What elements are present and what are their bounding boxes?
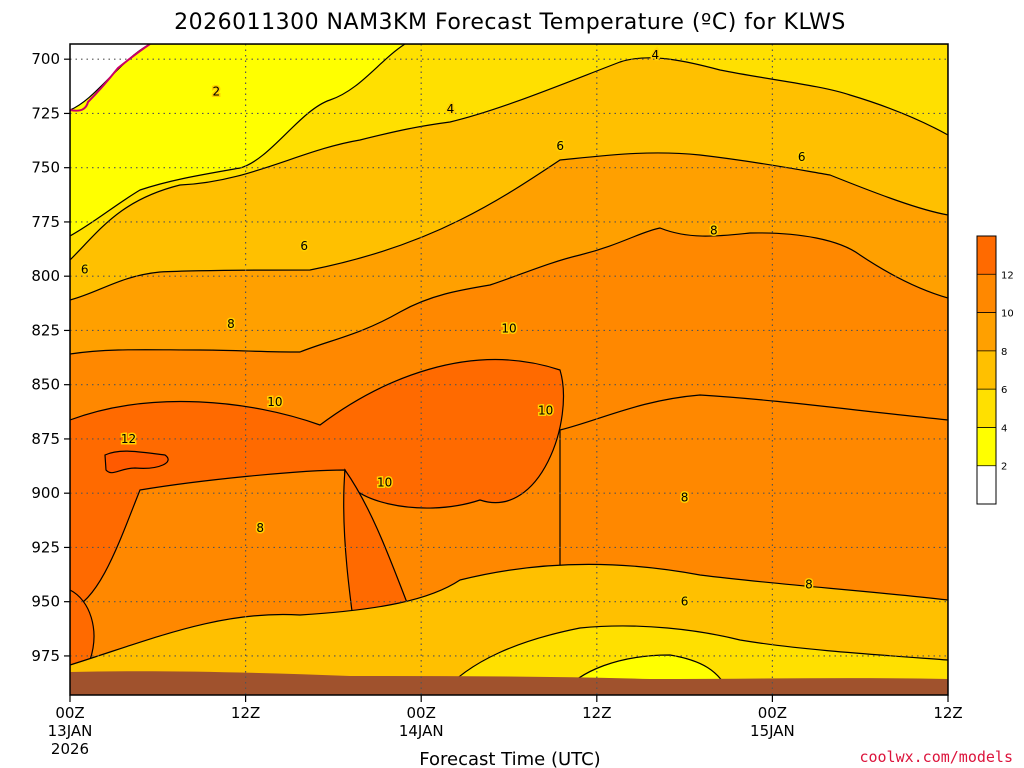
contour-label: 6 [81, 263, 89, 277]
contour-label: 2 [213, 85, 221, 99]
terrain-ground [70, 671, 948, 695]
y-tick-label: 775 [31, 213, 60, 231]
y-tick-label: 900 [31, 484, 60, 502]
x-tick-label: 00Z [758, 704, 787, 722]
contour-label: 8 [256, 521, 264, 535]
colorbar: 2 4 6 8 10 12 [976, 235, 1014, 505]
y-tick-label: 950 [31, 593, 60, 611]
x-tick-year: 2026 [51, 740, 89, 758]
credit-text: coolwx.com/models [859, 748, 1013, 766]
x-tick-label: 12Z [231, 704, 260, 722]
y-tick-label: 725 [31, 104, 60, 122]
colorbar-label: 6 [1001, 385, 1007, 396]
y-tick-label: 800 [31, 267, 60, 285]
y-tick-label: 825 [31, 321, 60, 339]
colorbar-swatch [977, 389, 996, 428]
x-tick-date: 13JAN [48, 722, 93, 740]
contour-labels: 2 4 4 6 6 6 6 8 8 10 10 10 12 10 8 8 8 6 [79, 46, 814, 610]
chart-title: 2026011300 NAM3KM Forecast Temperature (… [174, 10, 846, 35]
colorbar-label: 10 [1001, 309, 1014, 320]
colorbar-frame [976, 235, 997, 505]
plot-frame [69, 43, 949, 696]
contour-label: 10 [538, 404, 553, 418]
contour-label: 10 [267, 395, 282, 409]
contour-label: 6 [300, 239, 308, 253]
contour-label: 8 [710, 224, 718, 238]
contour-label: 12 [121, 432, 136, 446]
colorbar-label: 8 [1001, 347, 1007, 358]
x-tick-label: 12Z [933, 704, 962, 722]
y-tick-label: 750 [31, 159, 60, 177]
contour-label: 10 [377, 475, 392, 489]
contour-label: 4 [447, 102, 455, 116]
colorbar-swatch [977, 312, 996, 351]
colorbar-swatch [977, 274, 996, 313]
y-axis: 700 725 750 775 800 825 850 875 900 925 950 975 [31, 50, 70, 665]
y-tick-label: 925 [31, 538, 60, 556]
contour-label: 6 [556, 139, 564, 153]
y-tick-label: 975 [31, 647, 60, 665]
y-tick-label: 875 [31, 430, 60, 448]
colorbar-label: 2 [1001, 462, 1007, 473]
contour-label: 4 [652, 48, 660, 62]
freezing-line [70, 44, 151, 112]
colorbar-swatch [977, 427, 996, 466]
y-tick-label: 700 [31, 50, 60, 68]
y-tick-label: 850 [31, 376, 60, 394]
x-tick-label: 00Z [55, 704, 84, 722]
isotherm-12 [104, 450, 169, 474]
temperature-field: 2 4 4 6 6 6 6 8 8 10 10 10 12 10 8 8 8 6 [70, 44, 948, 695]
contour-label: 8 [805, 577, 813, 591]
contour-label: 8 [681, 491, 689, 505]
x-tick-label: 12Z [582, 704, 611, 722]
x-tick-label: 00Z [407, 704, 436, 722]
colorbar-swatch [977, 236, 996, 275]
contour-label: 6 [681, 595, 689, 609]
contour-label: 6 [798, 150, 806, 164]
colorbar-swatch [977, 465, 996, 504]
colorbar-swatch [977, 350, 996, 390]
colorbar-label: 4 [1001, 423, 1007, 434]
x-axis-label: Forecast Time (UTC) [419, 749, 600, 768]
x-tick-date: 15JAN [750, 722, 795, 740]
contour-label: 8 [227, 317, 235, 331]
band-12-14 [70, 359, 564, 611]
x-tick-date: 14JAN [399, 722, 444, 740]
grid [70, 44, 948, 695]
colorbar-label: 12 [1001, 270, 1014, 281]
contour-label: 10 [501, 321, 516, 335]
